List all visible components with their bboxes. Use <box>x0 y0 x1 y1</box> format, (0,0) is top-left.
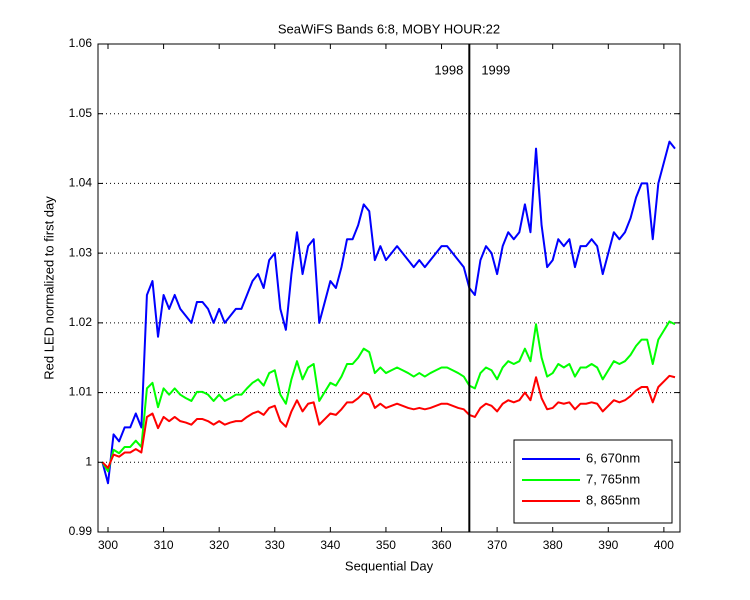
x-tick-label: 340 <box>320 538 340 552</box>
annotation: 1998 <box>434 62 463 77</box>
series-line <box>101 320 676 473</box>
y-tick-label: 0.99 <box>69 524 93 538</box>
legend: 6, 670nm 7, 765nm 8, 865nm <box>513 439 673 524</box>
y-tick-label: 1.03 <box>69 245 93 259</box>
legend-box <box>513 439 673 524</box>
ticks: 0.99 1 1.01 1.02 1.03 1.04 1.05 1.06 300 310 320 33… <box>69 36 680 552</box>
x-tick-label: 300 <box>98 538 118 552</box>
x-tick-label: 400 <box>654 538 674 552</box>
x-tick-label: 370 <box>487 538 507 552</box>
y-tick-label: 1.04 <box>69 176 93 190</box>
x-tick-label: 380 <box>543 538 563 552</box>
x-axis-label: Sequential Day <box>345 558 434 573</box>
chart-title: SeaWiFS Bands 6:8, MOBY HOUR:22 <box>278 21 500 36</box>
y-tick-label: 1.05 <box>69 106 93 120</box>
y-tick-label: 1.01 <box>69 385 93 399</box>
x-tick-label: 360 <box>432 538 452 552</box>
y-axis-label: Red LED normalized to first day <box>41 196 56 380</box>
x-tick-label: 350 <box>376 538 396 552</box>
legend-label: 8, 865nm <box>586 492 640 507</box>
legend-label: 7, 765nm <box>586 471 640 486</box>
plot-frame <box>97 43 681 533</box>
annotation: 1999 <box>481 62 510 77</box>
x-tick-label: 330 <box>265 538 285 552</box>
y-tick-label: 1.02 <box>69 315 93 329</box>
y-tick-label: 1.06 <box>69 36 93 50</box>
legend-label: 6, 670nm <box>586 450 640 465</box>
x-tick-label: 390 <box>598 538 618 552</box>
series-line <box>101 140 676 485</box>
x-tick-label: 320 <box>209 538 229 552</box>
y-tick-label: 1 <box>85 454 92 468</box>
x-tick-label: 310 <box>154 538 174 552</box>
series-line <box>101 374 676 469</box>
lines: 1998 1999 <box>101 44 676 532</box>
